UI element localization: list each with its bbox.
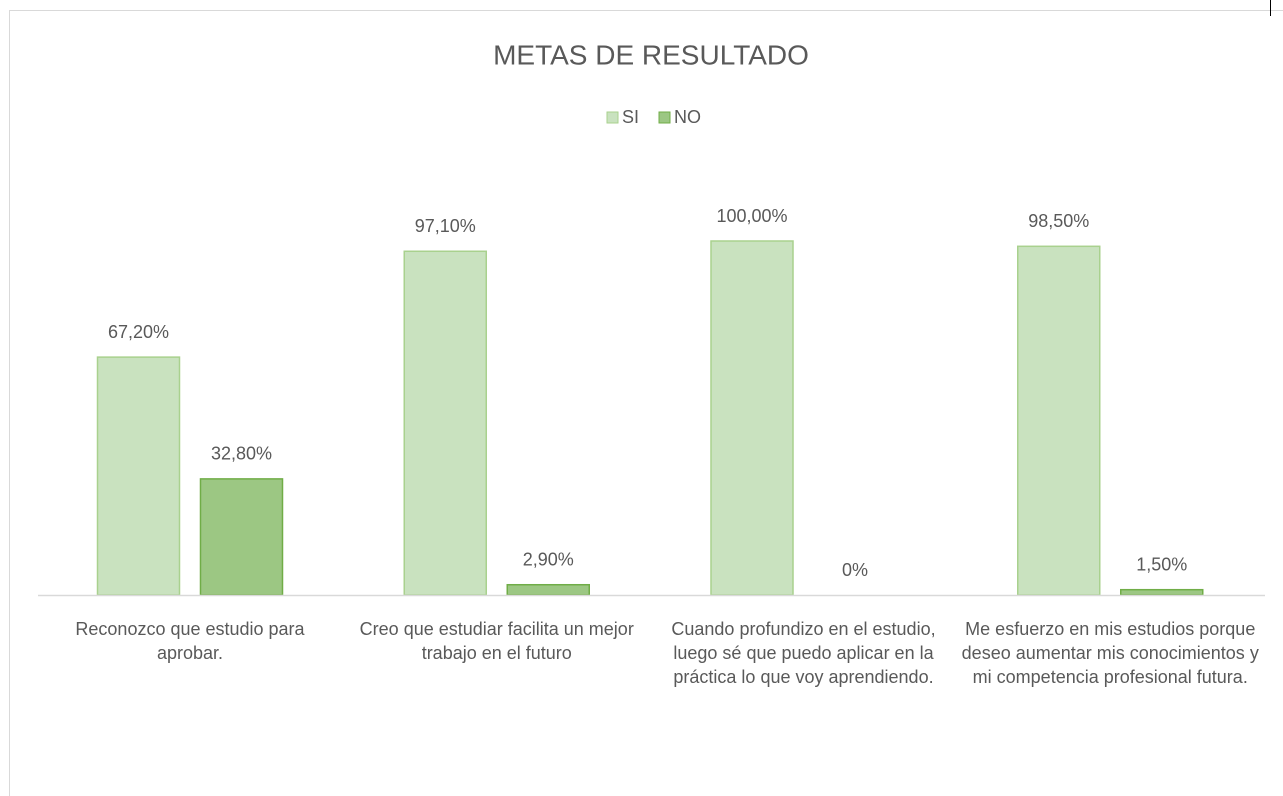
legend-swatch: [658, 111, 671, 124]
data-label: 0%: [842, 560, 868, 580]
legend-label: SI: [622, 107, 639, 127]
bar: [1120, 588, 1204, 596]
bar: [1017, 245, 1101, 596]
bar: [506, 583, 590, 596]
data-label: 98,50%: [1028, 211, 1089, 231]
data-label: 1,50%: [1136, 554, 1187, 574]
bar: [710, 240, 794, 596]
bar: [199, 478, 284, 596]
data-label: 97,10%: [415, 216, 476, 236]
data-label: 32,80%: [211, 444, 272, 464]
x-tick-label: Creo que estudiar facilita un mejor trab…: [359, 619, 634, 663]
data-label: 67,20%: [108, 322, 169, 342]
legend-label: NO: [674, 107, 701, 127]
bar: [96, 356, 181, 596]
legend-swatch: [606, 111, 619, 124]
bar: [403, 250, 487, 596]
x-tick-label: Reconozco que estudio para aprobar.: [75, 619, 305, 663]
chart-title: METAS DE RESULTADO: [493, 39, 809, 70]
x-tick-label: Me esfuerzo en mis estudios porque deseo…: [961, 619, 1259, 687]
data-label: 2,90%: [523, 549, 574, 569]
x-tick-label: Cuando profundizo en el estudio, luego s…: [671, 619, 936, 687]
data-label: 100,00%: [716, 206, 787, 226]
